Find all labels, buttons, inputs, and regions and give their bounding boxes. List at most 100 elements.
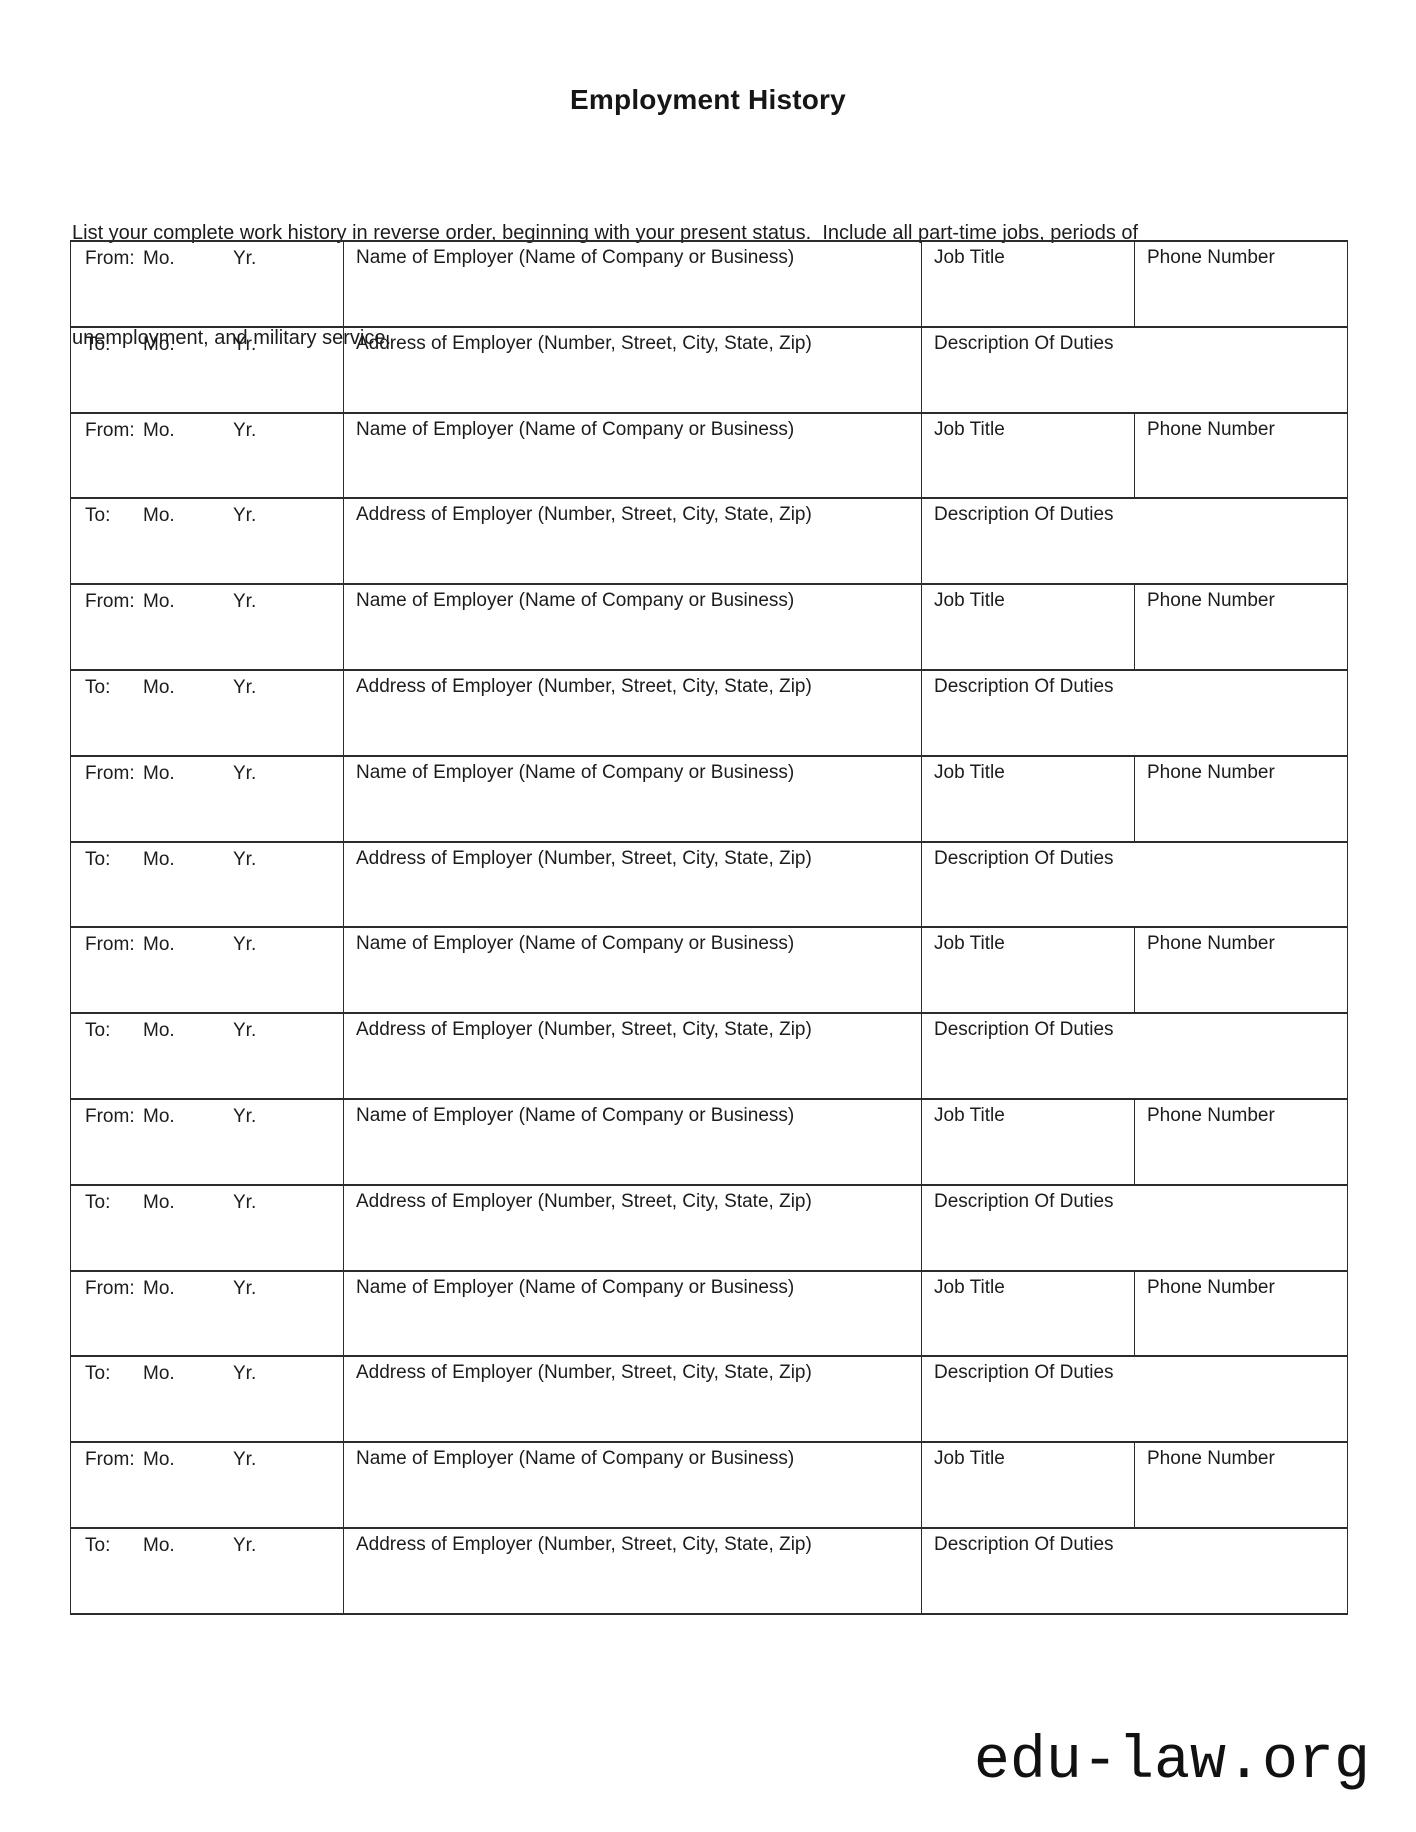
to-label: To: (85, 1363, 111, 1385)
month-label: Mo. (143, 419, 175, 441)
from-label: From: (85, 762, 135, 784)
period-from-cell: From: Mo. Yr. (70, 583, 344, 671)
to-row: To: Mo. Yr. Address of Employer (Number, St… (70, 840, 1348, 929)
employer-address-cell: Address of Employer (Number, Street, Cit… (343, 1526, 922, 1615)
year-label: Yr. (233, 333, 257, 355)
employer-name-cell: Name of Employer (Name of Company or Bus… (343, 583, 922, 671)
period-to-cell: To: Mo. Yr. (70, 840, 344, 929)
from-label: From: (85, 1277, 135, 1299)
year-label: Yr. (233, 848, 257, 870)
month-label: Mo. (143, 1105, 175, 1127)
employer-name-cell: Name of Employer (Name of Company or Bus… (343, 411, 922, 500)
period-to-cell: To: Mo. Yr. (70, 1012, 344, 1100)
to-row: To: Mo. Yr. Address of Employer (Number, St… (70, 1526, 1348, 1615)
employer-address-cell: Address of Employer (Number, Street, Cit… (343, 668, 922, 757)
from-label: From: (85, 1449, 135, 1471)
phone-number-cell: Phone Number (1134, 1441, 1348, 1529)
employer-address-cell: Address of Employer (Number, Street, Cit… (343, 840, 922, 929)
duties-cell: Description Of Duties (921, 1183, 1348, 1272)
job-title-cell: Job Title (921, 926, 1135, 1015)
to-label: To: (85, 1020, 111, 1042)
from-row: From: Mo. Yr. Name of Employer (Name of Com… (70, 926, 1348, 1015)
phone-number-cell: Phone Number (1134, 583, 1348, 671)
job-title-cell: Job Title (921, 240, 1135, 328)
from-row: From: Mo. Yr. Name of Employer (Name of Com… (70, 754, 1348, 843)
phone-number-cell: Phone Number (1134, 1097, 1348, 1186)
employer-address-cell: Address of Employer (Number, Street, Cit… (343, 1012, 922, 1100)
duties-cell: Description Of Duties (921, 1012, 1348, 1100)
to-label: To: (85, 676, 111, 698)
employer-name-cell: Name of Employer (Name of Company or Bus… (343, 1441, 922, 1529)
to-label: To: (85, 505, 111, 527)
from-row: From: Mo. Yr. Name of Employer (Name of Com… (70, 583, 1348, 671)
employment-history-table: From: Mo. Yr. Name of Employer (Name of Com… (70, 240, 1348, 1615)
year-label: Yr. (233, 1363, 257, 1385)
employer-name-cell: Name of Employer (Name of Company or Bus… (343, 1097, 922, 1186)
job-title-cell: Job Title (921, 583, 1135, 671)
period-from-cell: From: Mo. Yr. (70, 754, 344, 843)
month-label: Mo. (143, 762, 175, 784)
to-row: To: Mo. Yr. Address of Employer (Number, St… (70, 1012, 1348, 1100)
duties-cell: Description Of Duties (921, 668, 1348, 757)
employer-name-cell: Name of Employer (Name of Company or Bus… (343, 926, 922, 1015)
duties-cell: Description Of Duties (921, 1526, 1348, 1615)
duties-cell: Description Of Duties (921, 497, 1348, 586)
month-label: Mo. (143, 248, 175, 269)
period-from-cell: From: Mo. Yr. (70, 411, 344, 500)
from-row: From: Mo. Yr. Name of Employer (Name of Com… (70, 1441, 1348, 1529)
month-label: Mo. (143, 1449, 175, 1471)
duties-cell: Description Of Duties (921, 325, 1348, 414)
employer-address-cell: Address of Employer (Number, Street, Cit… (343, 497, 922, 586)
period-to-cell: To: Mo. Yr. (70, 1355, 344, 1444)
to-row: To: Mo. Yr. Address of Employer (Number, St… (70, 1355, 1348, 1444)
period-to-cell: To: Mo. Yr. (70, 497, 344, 586)
period-to-cell: To: Mo. Yr. (70, 1526, 344, 1615)
page-title: Employment History (570, 84, 846, 115)
from-label: From: (85, 248, 135, 269)
employer-address-cell: Address of Employer (Number, Street, Cit… (343, 1183, 922, 1272)
month-label: Mo. (143, 1191, 175, 1213)
period-from-cell: From: Mo. Yr. (70, 926, 344, 1015)
from-row: From: Mo. Yr. Name of Employer (Name of Com… (70, 240, 1348, 328)
period-to-cell: To: Mo. Yr. (70, 1183, 344, 1272)
year-label: Yr. (233, 1534, 257, 1556)
period-from-cell: From: Mo. Yr. (70, 1441, 344, 1529)
month-label: Mo. (143, 333, 175, 355)
from-row: From: Mo. Yr. Name of Employer (Name of Com… (70, 1097, 1348, 1186)
intro-line-1: List your complete work history in rever… (72, 222, 1139, 244)
year-label: Yr. (233, 1020, 257, 1042)
to-row: To: Mo. Yr. Address of Employer (Number, St… (70, 668, 1348, 757)
employer-address-cell: Address of Employer (Number, Street, Cit… (343, 325, 922, 414)
from-label: From: (85, 419, 135, 441)
job-title-cell: Job Title (921, 1097, 1135, 1186)
period-to-cell: To: Mo. Yr. (70, 325, 344, 414)
employer-name-cell: Name of Employer (Name of Company or Bus… (343, 240, 922, 328)
to-label: To: (85, 848, 111, 870)
month-label: Mo. (143, 1534, 175, 1556)
month-label: Mo. (143, 1363, 175, 1385)
duties-cell: Description Of Duties (921, 840, 1348, 929)
phone-number-cell: Phone Number (1134, 754, 1348, 843)
job-title-cell: Job Title (921, 1441, 1135, 1529)
period-from-cell: From: Mo. Yr. (70, 240, 344, 328)
period-to-cell: To: Mo. Yr. (70, 668, 344, 757)
period-from-cell: From: Mo. Yr. (70, 1097, 344, 1186)
job-title-cell: Job Title (921, 754, 1135, 843)
watermark-text: edu-law.org (973, 1728, 1370, 1796)
year-label: Yr. (233, 762, 257, 784)
month-label: Mo. (143, 676, 175, 698)
to-row: To: Mo. Yr. Address of Employer (Number, St… (70, 1183, 1348, 1272)
employer-address-cell: Address of Employer (Number, Street, Cit… (343, 1355, 922, 1444)
phone-number-cell: Phone Number (1134, 1269, 1348, 1358)
year-label: Yr. (233, 419, 257, 441)
job-title-cell: Job Title (921, 1269, 1135, 1358)
phone-number-cell: Phone Number (1134, 411, 1348, 500)
phone-number-cell: Phone Number (1134, 240, 1348, 328)
phone-number-cell: Phone Number (1134, 926, 1348, 1015)
year-label: Yr. (233, 1105, 257, 1127)
from-row: From: Mo. Yr. Name of Employer (Name of Com… (70, 1269, 1348, 1358)
month-label: Mo. (143, 1020, 175, 1042)
to-row: To: Mo. Yr. Address of Employer (Number, St… (70, 497, 1348, 586)
year-label: Yr. (233, 1277, 257, 1299)
